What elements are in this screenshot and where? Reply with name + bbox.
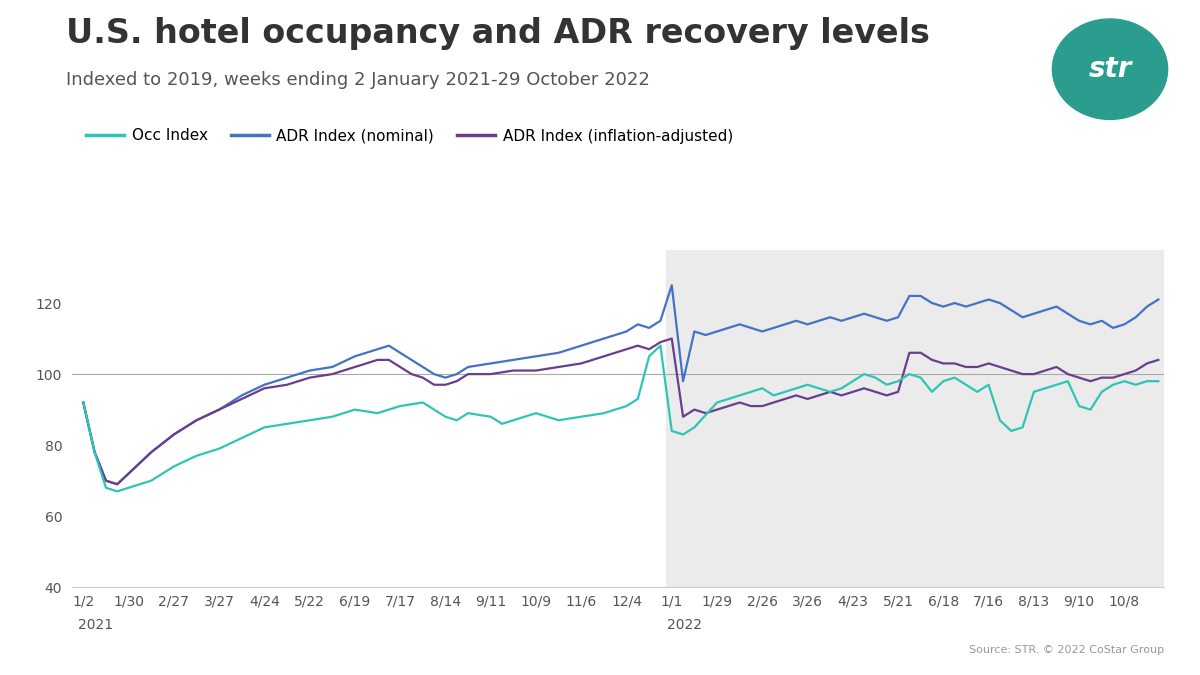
- Text: U.S. hotel occupancy and ADR recovery levels: U.S. hotel occupancy and ADR recovery le…: [66, 17, 930, 50]
- Bar: [666, 250, 1164, 587]
- Text: 2022: 2022: [666, 618, 702, 632]
- Text: 2021: 2021: [78, 618, 113, 632]
- Circle shape: [1052, 19, 1168, 119]
- Text: Indexed to 2019, weeks ending 2 January 2021-29 October 2022: Indexed to 2019, weeks ending 2 January …: [66, 71, 650, 89]
- Legend: Occ Index, ADR Index (nominal), ADR Index (inflation-adjusted): Occ Index, ADR Index (nominal), ADR Inde…: [79, 122, 739, 150]
- Text: Source: STR. © 2022 CoStar Group: Source: STR. © 2022 CoStar Group: [968, 645, 1164, 655]
- Text: str: str: [1088, 55, 1132, 83]
